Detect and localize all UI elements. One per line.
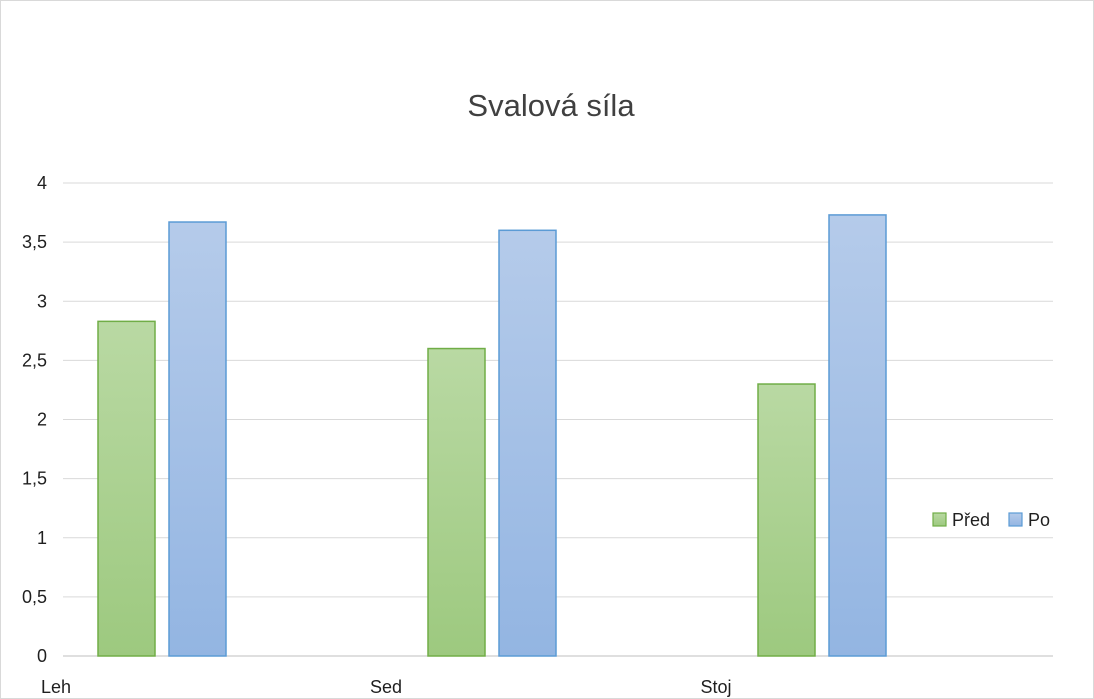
bar-p-ed-stoj bbox=[757, 383, 816, 657]
bar-po-leh bbox=[168, 221, 227, 657]
bar-po-stoj bbox=[828, 214, 887, 657]
y-tick-label: 2 bbox=[37, 410, 47, 430]
bars bbox=[97, 214, 887, 657]
x-category-label: Leh bbox=[41, 677, 71, 697]
y-tick-label: 3 bbox=[37, 291, 47, 311]
legend-swatch bbox=[932, 512, 947, 527]
y-axis-ticks: 0 0,5 1 1,5 2 2,5 3 3,5 4 bbox=[22, 173, 47, 666]
y-tick-label: 3,5 bbox=[22, 232, 47, 252]
chart-title: Svalová síla bbox=[467, 88, 635, 123]
gridlines bbox=[63, 182, 1053, 657]
bar-po-sed bbox=[498, 229, 557, 657]
bar-p-ed-leh bbox=[97, 320, 156, 657]
bar-p-ed-sed bbox=[427, 347, 486, 657]
x-category-label: Sed bbox=[370, 677, 402, 697]
legend-label: Po bbox=[1028, 510, 1050, 530]
y-tick-label: 1 bbox=[37, 528, 47, 548]
x-category-label: Stoj bbox=[700, 677, 731, 697]
x-axis-categories: Leh Sed Stoj bbox=[41, 677, 732, 697]
y-tick-label: 2,5 bbox=[22, 350, 47, 370]
y-tick-label: 1,5 bbox=[22, 469, 47, 489]
y-tick-label: 0 bbox=[37, 646, 47, 666]
y-tick-label: 0,5 bbox=[22, 587, 47, 607]
legend: Před Po bbox=[932, 510, 1050, 530]
y-tick-label: 4 bbox=[37, 173, 47, 193]
legend-label: Před bbox=[952, 510, 990, 530]
legend-swatch bbox=[1008, 512, 1023, 527]
